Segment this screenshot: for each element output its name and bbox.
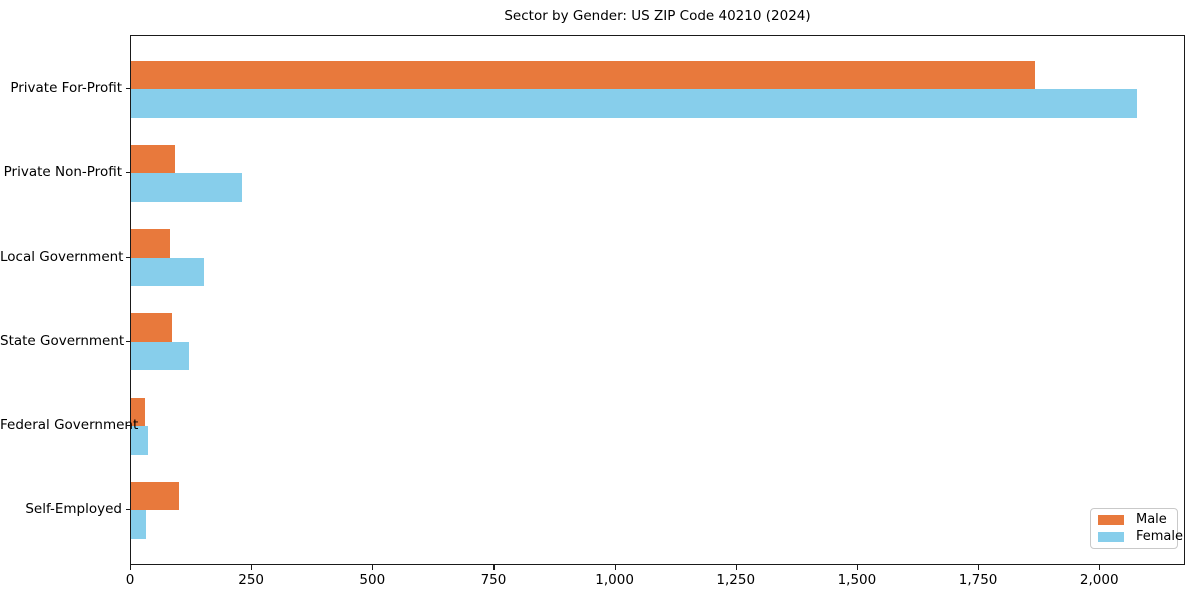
x-axis-tick bbox=[493, 565, 495, 570]
bar-female-private-for-profit bbox=[131, 89, 1137, 118]
x-axis-tick-label-750: 750 bbox=[480, 572, 507, 588]
bar-male-self-employed bbox=[131, 481, 180, 511]
bar-female-state-government bbox=[131, 341, 190, 371]
bar-male-private-non-profit bbox=[131, 144, 175, 174]
x-axis-tick-label-1-000: 1,000 bbox=[595, 572, 634, 588]
bar-female-local-government bbox=[131, 257, 204, 287]
legend-label-male: Male bbox=[1136, 511, 1167, 527]
x-axis-tick-label-2-000: 2,000 bbox=[1079, 572, 1119, 588]
y-axis-tick bbox=[126, 88, 130, 90]
x-axis-tick-label-1-250: 1,250 bbox=[716, 572, 756, 588]
x-axis-tick-label-1-750: 1,750 bbox=[958, 572, 998, 588]
bar-female-private-non-profit bbox=[131, 173, 243, 202]
y-axis-label-state-government: State Government bbox=[0, 332, 125, 349]
x-axis-tick-label-500: 500 bbox=[359, 572, 386, 588]
y-axis-tick bbox=[126, 425, 130, 427]
y-axis-tick bbox=[126, 340, 130, 342]
legend-swatch-male bbox=[1098, 514, 1124, 525]
x-axis-tick-label-0: 0 bbox=[125, 572, 135, 588]
legend-swatch-female bbox=[1098, 532, 1124, 543]
y-axis-label-federal-government: Federal Government bbox=[0, 417, 139, 434]
y-axis-label-private-for-profit: Private For-Profit bbox=[10, 80, 122, 96]
chart-title: Sector by Gender: US ZIP Code 40210 (202… bbox=[504, 8, 811, 24]
bar-male-state-government bbox=[131, 313, 173, 342]
plot-area bbox=[130, 35, 1185, 565]
y-axis-label-private-non-profit: Private Non-Profit bbox=[3, 164, 122, 181]
bar-female-federal-government bbox=[131, 426, 148, 455]
bar-male-private-for-profit bbox=[131, 60, 1035, 89]
y-axis-tick bbox=[126, 509, 130, 511]
x-axis-tick bbox=[978, 565, 980, 570]
x-axis-tick bbox=[735, 565, 737, 570]
bar-female-self-employed bbox=[131, 510, 146, 539]
legend-entry-male: Male bbox=[1098, 511, 1177, 527]
x-axis-tick bbox=[130, 565, 132, 570]
x-axis-tick bbox=[614, 565, 616, 570]
x-axis-tick bbox=[251, 565, 253, 570]
y-axis-label-self-employed: Self-Employed bbox=[25, 501, 122, 518]
y-axis-tick bbox=[126, 256, 130, 258]
bar-male-local-government bbox=[131, 229, 170, 258]
y-axis-label-local-government: Local Government bbox=[0, 248, 124, 265]
legend-entry-female: Female bbox=[1098, 530, 1183, 544]
legend: Male Female bbox=[1090, 508, 1183, 549]
y-axis-tick bbox=[126, 172, 130, 174]
legend-label-female: Female bbox=[1136, 529, 1184, 545]
x-axis-tick-label-1-500: 1,500 bbox=[837, 572, 877, 588]
x-axis-tick bbox=[1099, 565, 1101, 570]
x-axis-tick bbox=[856, 565, 859, 570]
bar-male-federal-government bbox=[131, 397, 145, 427]
x-axis-tick-label-250: 250 bbox=[238, 572, 265, 588]
x-axis-tick bbox=[372, 565, 374, 570]
